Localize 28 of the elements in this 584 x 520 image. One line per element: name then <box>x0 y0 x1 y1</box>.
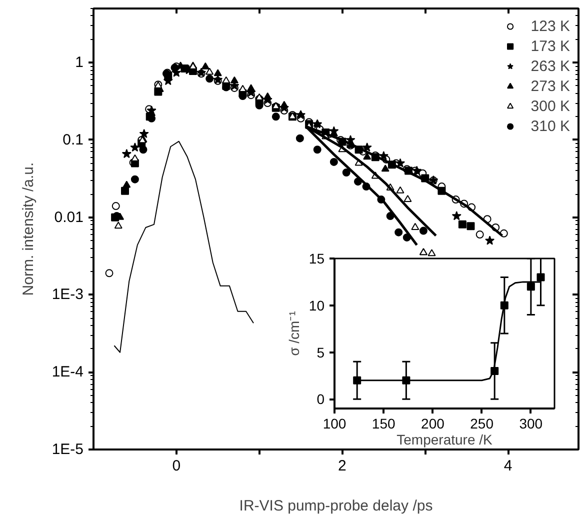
y-tick-label: 15 <box>308 250 325 266</box>
x-axis-title: IR-VIS pump-probe delay /ps <box>239 498 433 514</box>
x-tick-label: 100 <box>322 416 346 432</box>
y-tick-label: 0.01 <box>54 208 84 226</box>
legend-label: 310 K <box>530 118 570 134</box>
x-tick-label: 200 <box>421 416 445 432</box>
x-axis-title: Temperature /K <box>396 432 494 448</box>
y-tick-label: 1E-5 <box>52 441 84 458</box>
legend-label: 273 K <box>530 78 570 94</box>
x-tick-label: 300 <box>519 416 543 432</box>
y-tick-label: 10 <box>308 297 325 314</box>
x-tick-label: 4 <box>504 458 512 474</box>
x-tick-label: 0 <box>172 458 181 474</box>
y-axis-title: σ /cm⁻¹ <box>286 310 302 356</box>
x-tick-label: 2 <box>338 458 346 474</box>
y-tick-label: 0.1 <box>62 131 84 148</box>
y-axis-title: Norm. intensity /a.u. <box>20 162 37 296</box>
legend-label: 300 K <box>530 98 570 114</box>
y-tick-label: 5 <box>316 344 325 360</box>
x-tick-label: 150 <box>372 416 396 432</box>
legend-label: 123 K <box>530 18 570 34</box>
x-tick-label: 250 <box>470 416 494 432</box>
y-tick-label: 1 <box>75 54 84 72</box>
y-tick-label: 1E-4 <box>52 364 84 381</box>
y-tick-label: 1E-3 <box>52 286 84 304</box>
legend-label: 173 K <box>530 38 570 54</box>
y-tick-label: 0 <box>316 391 325 408</box>
legend-label: 263 K <box>530 58 570 74</box>
